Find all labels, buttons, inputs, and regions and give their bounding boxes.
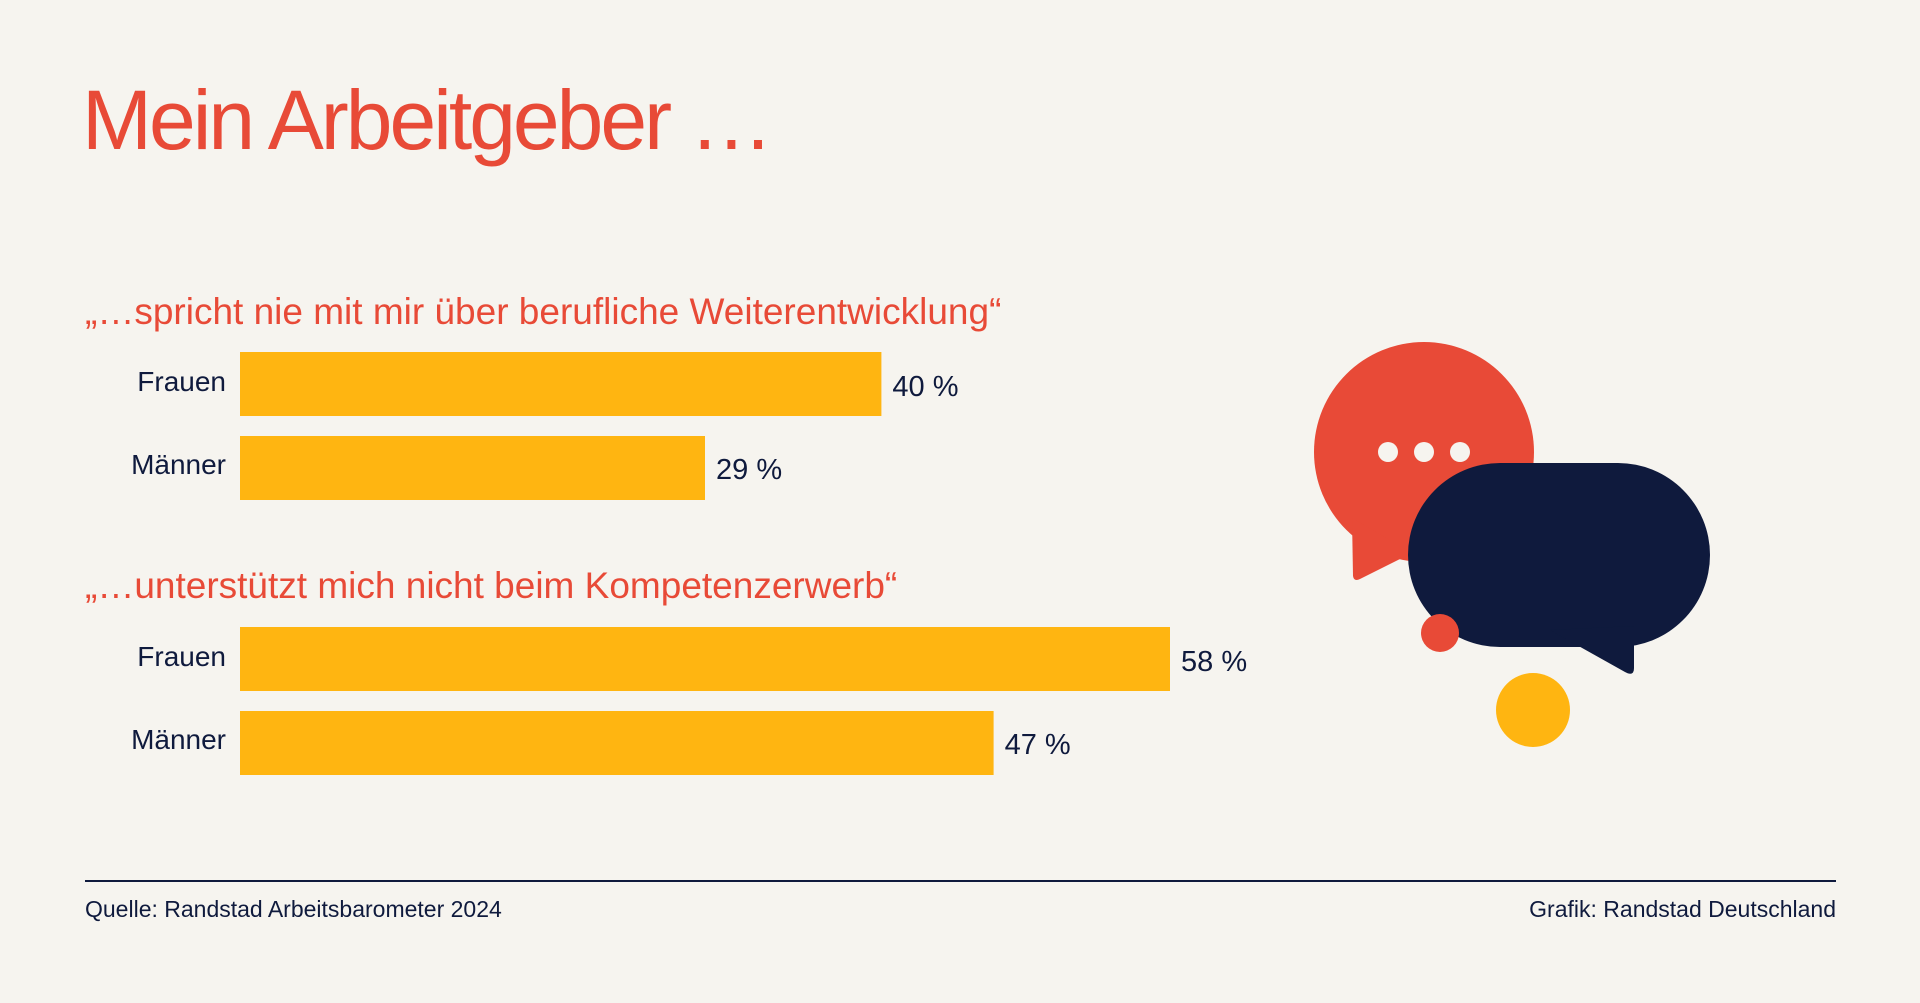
value-chart-2-frauen: 58 % [1181, 646, 1247, 678]
source-note: Quelle: Randstad Arbeitsbarometer 2024 [85, 896, 502, 922]
red-dot [1421, 614, 1459, 652]
typing-dots [1378, 442, 1470, 462]
chart-1-title: „…spricht nie mit mir über berufliche We… [85, 291, 1001, 332]
navy-speech-bubble [1408, 463, 1710, 674]
speech-bubbles-icon [1314, 342, 1710, 747]
yellow-dot [1496, 673, 1570, 747]
label-chart-2-frauen: Frauen [137, 641, 226, 672]
bar-chart-1-maenner [240, 436, 705, 500]
bar-chart: „…spricht nie mit mir über berufliche We… [85, 291, 1247, 775]
chart-2-title: „…unterstützt mich nicht beim Kompetenze… [85, 565, 897, 606]
label-chart-1-frauen: Frauen [137, 366, 226, 397]
page-title: Mein Arbeitgeber … [82, 73, 773, 167]
value-chart-2-maenner: 47 % [1005, 729, 1071, 761]
label-chart-1-maenner: Männer [131, 449, 226, 480]
value-chart-1-maenner: 29 % [716, 454, 782, 486]
footer-divider [85, 880, 1836, 882]
bar-chart-2-maenner [240, 711, 994, 775]
label-chart-2-maenner: Männer [131, 724, 226, 755]
bar-chart-1-frauen [240, 352, 882, 416]
value-chart-1-frauen: 40 % [892, 371, 958, 403]
graphic-credit: Grafik: Randstad Deutschland [1529, 896, 1836, 922]
bar-chart-2-frauen [240, 627, 1170, 691]
